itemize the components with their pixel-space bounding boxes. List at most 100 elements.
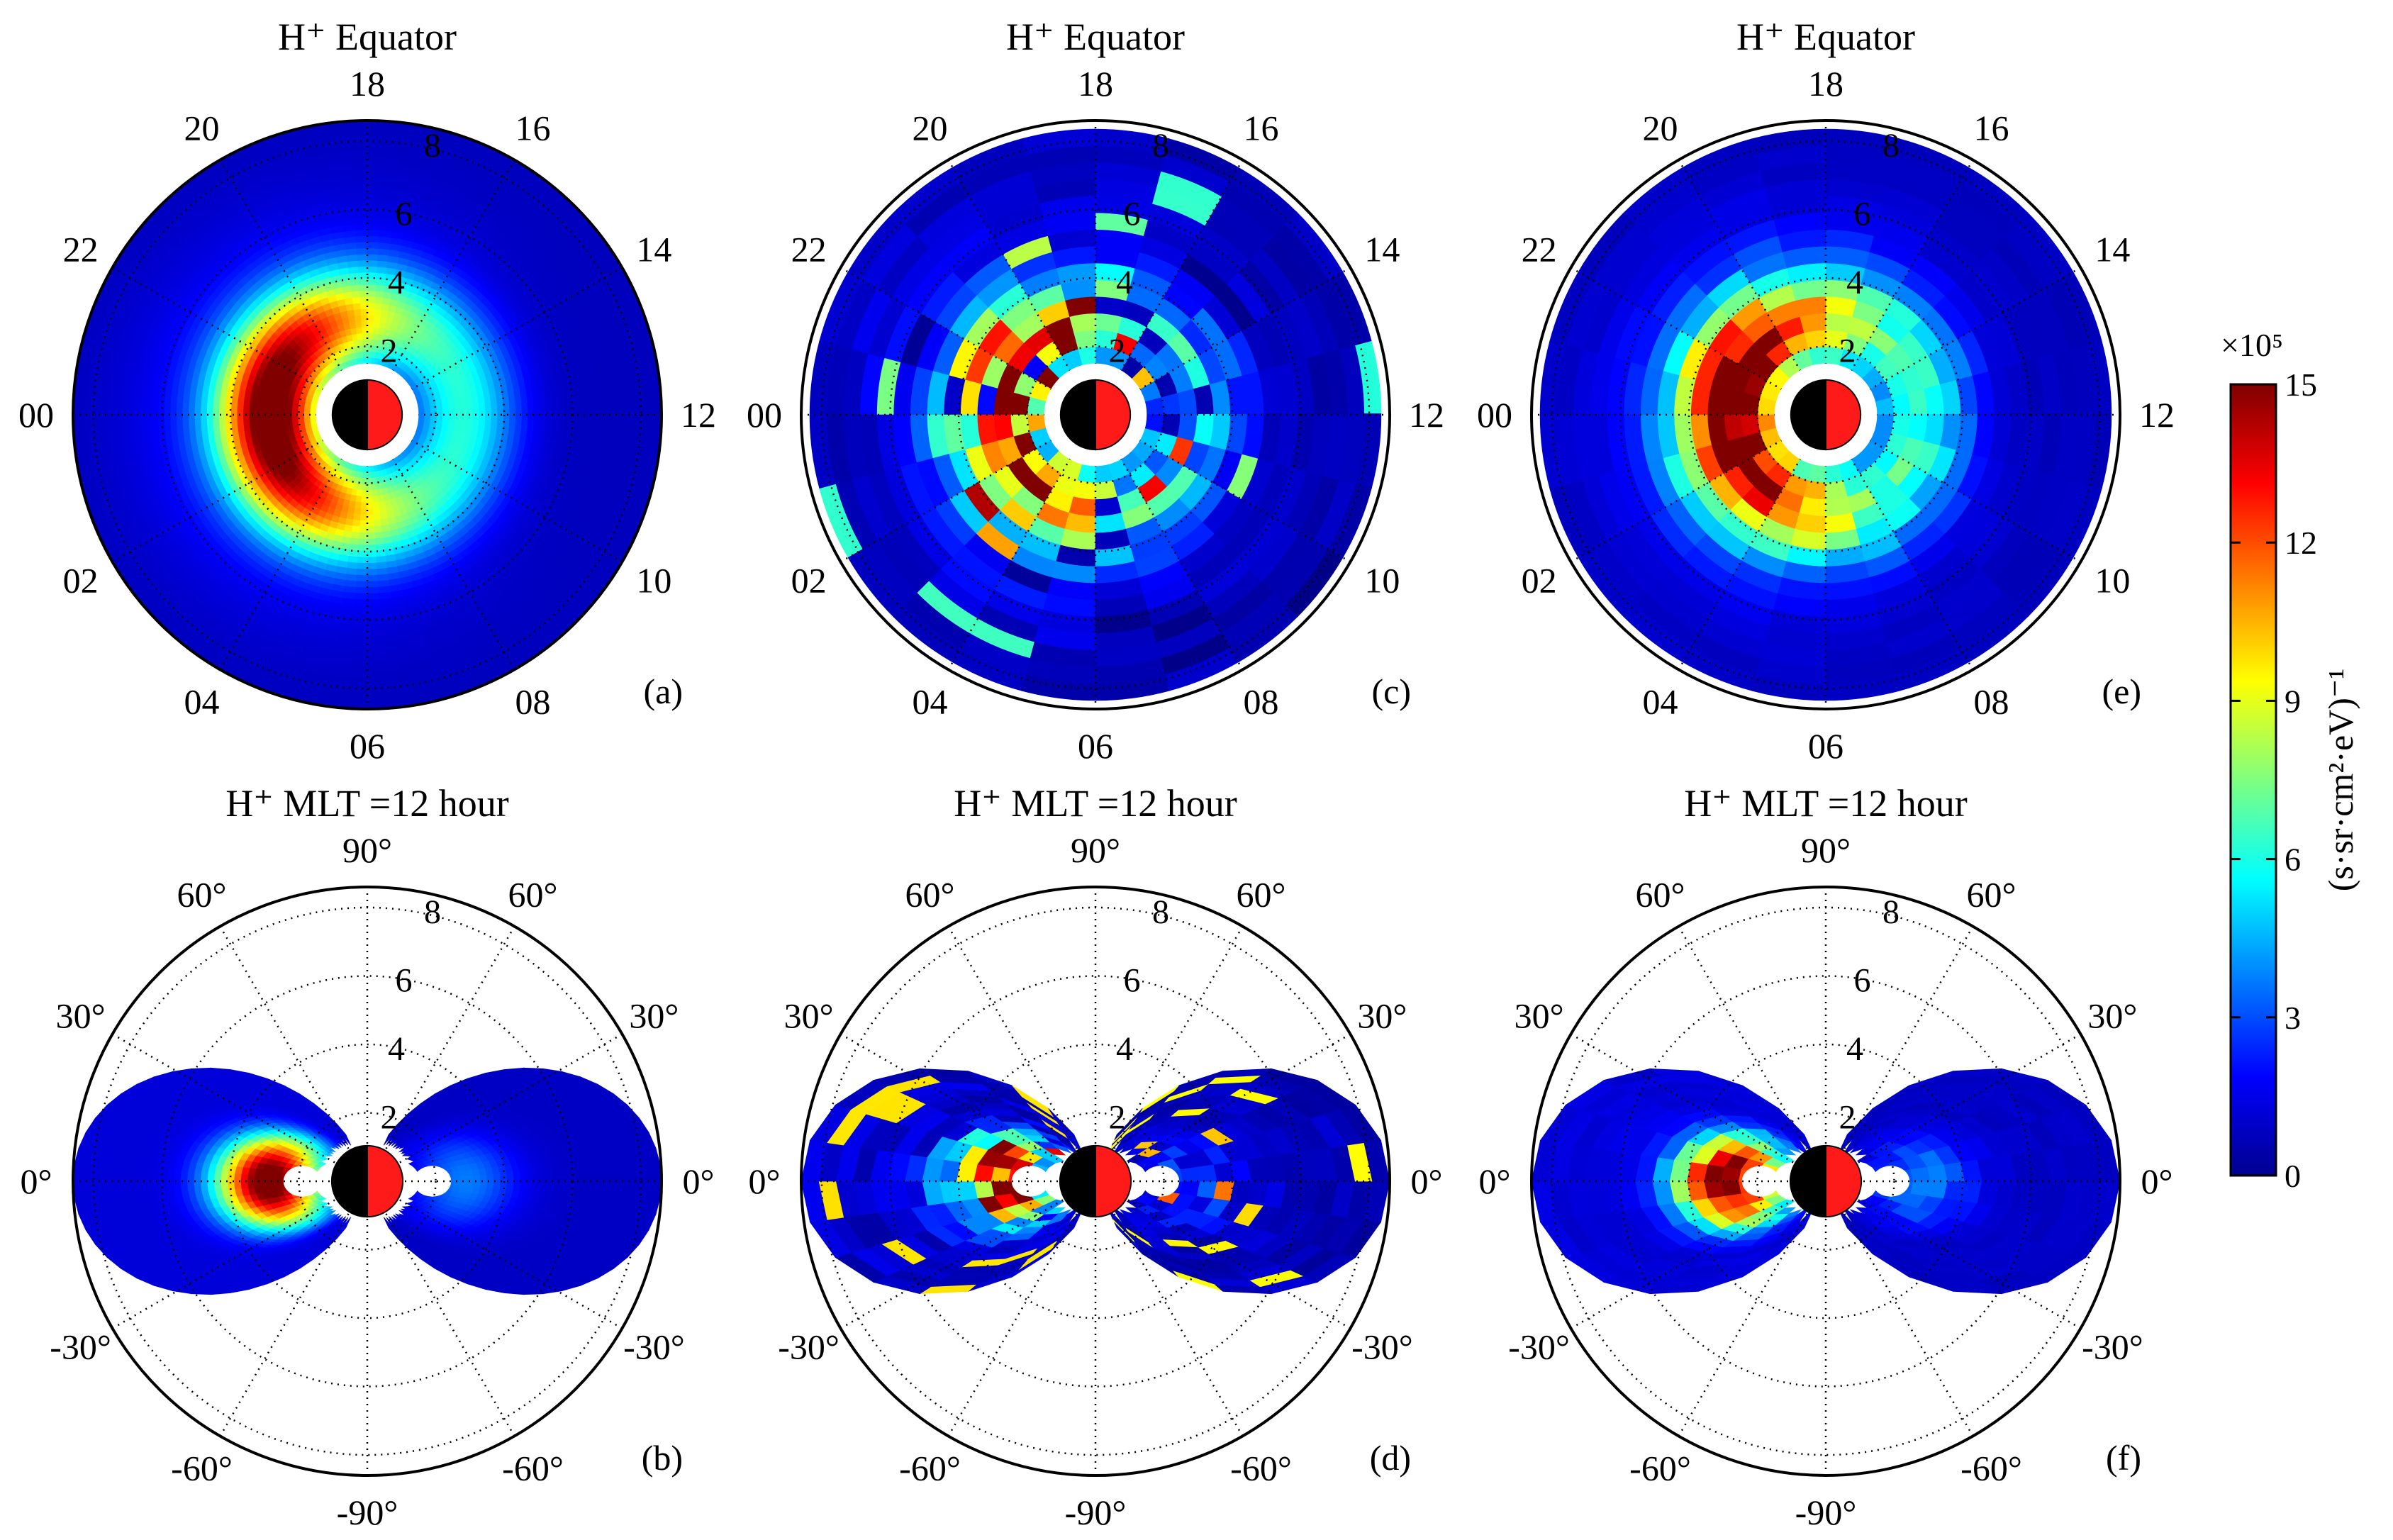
flux-cell xyxy=(366,266,378,273)
flux-cell xyxy=(359,314,368,322)
flux-cell xyxy=(353,611,369,618)
flux-cell xyxy=(448,408,456,415)
flux-cell xyxy=(648,394,656,415)
flux-cell xyxy=(249,414,256,423)
flux-cell xyxy=(527,413,535,426)
flux-cell xyxy=(279,403,287,411)
flux-cell xyxy=(347,272,359,280)
flux-cell xyxy=(460,407,468,415)
flux-cell xyxy=(514,423,522,435)
flux-cell xyxy=(363,465,368,473)
flux-cell xyxy=(366,162,384,170)
flux-cell xyxy=(618,396,625,415)
flux-cell xyxy=(121,398,129,416)
flux-cell xyxy=(127,398,135,416)
angle-tick-label: 22 xyxy=(1522,230,1557,269)
flux-cell xyxy=(374,284,385,292)
angle-tick-label: 02 xyxy=(63,561,99,601)
flux-cell xyxy=(367,586,380,594)
flux-cell xyxy=(367,641,384,649)
flux-cell xyxy=(1069,496,1096,517)
flux-cell xyxy=(366,186,383,194)
flux-cell xyxy=(373,308,381,316)
flux-cell xyxy=(352,629,369,637)
angle-tick-label: 04 xyxy=(913,681,948,721)
flux-cell xyxy=(347,138,368,146)
flux-cell xyxy=(349,683,369,691)
angle-tick-label: 08 xyxy=(515,681,551,721)
flux-cell xyxy=(509,404,516,415)
flux-cell xyxy=(367,671,386,679)
flux-cell xyxy=(249,398,257,408)
flux-cell xyxy=(127,414,135,432)
flux-cell xyxy=(366,138,386,146)
flux-cell xyxy=(367,623,383,630)
flux-cell xyxy=(354,229,368,237)
flux-cell xyxy=(362,472,368,479)
flux-cell xyxy=(84,396,92,416)
radial-tick-label: 6 xyxy=(1124,195,1141,233)
flux-cell xyxy=(545,401,553,415)
flux-cell xyxy=(353,513,362,521)
angle-tick-label: 04 xyxy=(1643,681,1678,721)
flux-cell xyxy=(539,402,547,415)
radial-tick-label: 2 xyxy=(1839,332,1856,369)
flux-cell xyxy=(359,514,368,521)
flux-cell xyxy=(367,598,381,606)
flux-cell xyxy=(359,308,368,316)
flux-cell xyxy=(355,501,362,509)
flux-cell xyxy=(200,414,208,427)
flux-cell xyxy=(145,400,153,416)
flux-cell xyxy=(353,617,369,625)
flux-cell xyxy=(418,414,425,419)
flux-cell xyxy=(367,593,381,601)
flux-cell xyxy=(200,403,208,416)
flux-cell xyxy=(366,254,379,261)
flux-cell xyxy=(1907,414,1928,442)
flux-cell xyxy=(367,526,376,533)
flux-cell xyxy=(367,581,380,588)
flux-cell xyxy=(226,1173,235,1182)
flux-cell xyxy=(533,402,540,415)
flux-cell xyxy=(357,550,369,558)
flux-cell xyxy=(479,406,486,415)
flux-cell xyxy=(357,272,368,279)
flux-cell xyxy=(267,414,274,423)
flux-cell xyxy=(367,653,385,661)
angle-tick-label: 20 xyxy=(1643,108,1678,148)
panel-title: H⁺ Equator xyxy=(278,16,457,58)
flux-cell xyxy=(348,690,369,698)
flux-cell xyxy=(352,211,368,219)
flux-cell xyxy=(367,314,374,322)
flux-cell xyxy=(563,400,571,415)
flux-cell xyxy=(354,605,369,613)
flux-cell xyxy=(367,351,372,358)
flux-cell xyxy=(115,414,123,433)
flux-cell xyxy=(367,502,374,509)
flux-cell xyxy=(157,414,165,430)
flux-cell xyxy=(374,296,384,304)
flux-cell xyxy=(624,413,632,433)
flux-cell xyxy=(237,423,245,433)
flux-cell xyxy=(194,414,201,428)
flux-cell xyxy=(630,413,638,433)
flux-cell xyxy=(267,401,275,410)
flux-cell xyxy=(273,414,280,422)
flux-cell xyxy=(618,413,625,433)
flux-cell xyxy=(367,659,385,667)
flux-cell xyxy=(351,186,368,194)
flux-cell xyxy=(357,284,368,291)
angle-tick-label: 18 xyxy=(1078,64,1113,104)
flux-cell xyxy=(350,671,369,679)
flux-cell xyxy=(374,278,386,286)
flux-cell xyxy=(366,199,382,206)
flux-cell xyxy=(355,598,369,606)
flux-cell xyxy=(367,557,378,564)
flux-cell xyxy=(152,400,159,416)
radial-tick-label: 2 xyxy=(381,332,398,369)
flux-cell xyxy=(367,605,381,613)
flux-cell xyxy=(435,418,443,425)
angle-tick-label: 02 xyxy=(1522,561,1557,601)
flux-cell xyxy=(355,586,369,594)
